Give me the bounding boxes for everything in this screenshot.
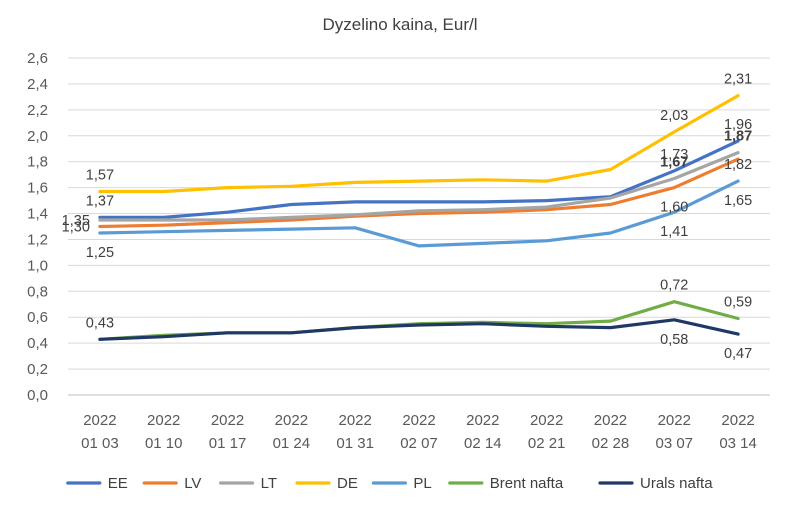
legend-label: Brent nafta [490, 475, 564, 492]
x-tick-year: 2022 [402, 412, 435, 429]
chart-title: Dyzelino kaina, Eur/l [323, 15, 478, 34]
x-tick-date: 03 07 [655, 435, 693, 452]
y-tick-label: 2,4 [27, 76, 48, 93]
legend-item-urals-nafta: Urals nafta [598, 475, 713, 492]
legend-item-brent-nafta: Brent nafta [448, 475, 564, 492]
y-tick-label: 0,8 [27, 283, 48, 300]
x-tick-label: 2022 01 17 [209, 412, 247, 452]
x-tick-year: 2022 [83, 412, 116, 429]
data-label: 1,60 [660, 200, 688, 216]
gridlines [68, 57, 770, 396]
x-tick-date: 02 07 [400, 435, 438, 452]
data-label: 1,35 [62, 213, 90, 229]
y-tick-label: 2,6 [27, 50, 48, 67]
x-tick-label: 2022 03 14 [719, 412, 757, 452]
x-tick-date: 01 17 [209, 435, 247, 452]
y-tick-label: 0,2 [27, 361, 48, 378]
data-label: 1,67 [660, 155, 688, 171]
series-line-urals-nafta [98, 318, 740, 341]
legend: EE LV LT DE PL Brent nafta Urals nafta [66, 475, 713, 492]
data-label: 0,58 [660, 332, 688, 348]
x-tick-year: 2022 [530, 412, 563, 429]
y-tick-label: 1,6 [27, 180, 48, 197]
y-tick-label: 1,2 [27, 231, 48, 248]
x-tick-date: 02 14 [464, 435, 502, 452]
x-tick-label: 2022 01 10 [145, 412, 183, 452]
y-tick-label: 1,4 [27, 206, 48, 223]
x-tick-label: 2022 03 07 [655, 412, 693, 452]
data-label: 1,25 [86, 245, 114, 261]
data-label: 2,03 [660, 108, 688, 124]
data-label: 0,43 [86, 315, 114, 331]
data-label: 1,57 [86, 168, 114, 184]
legend-item-lv: LV [142, 475, 201, 492]
series-lines [98, 93, 740, 341]
x-tick-year: 2022 [658, 412, 691, 429]
x-tick-date: 02 21 [528, 435, 566, 452]
legend-item-ee: EE [66, 475, 128, 492]
x-tick-label: 2022 02 21 [528, 412, 566, 452]
x-tick-date: 01 03 [81, 435, 119, 452]
x-tick-year: 2022 [211, 412, 244, 429]
x-tick-label: 2022 02 14 [464, 412, 502, 452]
y-tick-label: 1,8 [27, 154, 48, 171]
legend-label: EE [108, 475, 128, 492]
x-tick-label: 2022 02 28 [592, 412, 630, 452]
series-line-de [98, 93, 740, 194]
legend-item-de: DE [295, 475, 358, 492]
x-tick-date: 03 14 [719, 435, 757, 452]
data-label: 1,65 [724, 193, 752, 209]
x-tick-label: 2022 01 24 [273, 412, 311, 452]
legend-label: LV [184, 475, 201, 492]
x-tick-date: 01 24 [273, 435, 311, 452]
x-tick-date: 01 31 [336, 435, 374, 452]
series-line-ee [98, 139, 740, 219]
x-tick-label: 2022 01 31 [336, 412, 374, 452]
y-tick-label: 1,0 [27, 257, 48, 274]
legend-item-pl: PL [371, 475, 432, 492]
legend-label: DE [337, 475, 358, 492]
legend-item-lt: LT [219, 475, 277, 492]
data-label: 1,41 [660, 224, 688, 240]
data-label: 1,96 [724, 117, 752, 133]
legend-label: LT [261, 475, 277, 492]
data-label: 0,47 [724, 346, 752, 362]
y-tick-label: 2,2 [27, 102, 48, 119]
x-tick-year: 2022 [338, 412, 371, 429]
series-line-lt [98, 151, 740, 222]
x-tick-year: 2022 [466, 412, 499, 429]
y-tick-label: 0,0 [27, 387, 48, 404]
x-tick-year: 2022 [275, 412, 308, 429]
data-label: 0,59 [724, 295, 752, 311]
data-label: 1,30 [62, 220, 90, 236]
series-line-pl [98, 179, 740, 248]
data-label: 1,82 [724, 157, 752, 173]
x-tick-date: 02 28 [592, 435, 630, 452]
legend-label: PL [413, 475, 431, 492]
y-tick-label: 0,4 [27, 335, 48, 352]
series-line-lv [98, 157, 740, 229]
data-labels: 1,57 1,37 1,351,30 1,25 0,43 2,03 1,731,67 1,60… [62, 72, 753, 362]
data-label: 2,31 [724, 72, 752, 88]
y-tick-label: 2,0 [27, 128, 48, 145]
data-label: 0,72 [660, 278, 688, 294]
x-tick-date: 01 10 [145, 435, 183, 452]
x-tick-year: 2022 [721, 412, 754, 429]
legend-label: Urals nafta [640, 475, 713, 492]
data-label: 1,37 [86, 193, 114, 209]
x-tick-year: 2022 [594, 412, 627, 429]
x-tick-label: 2022 02 07 [400, 412, 438, 452]
data-label: 1,87 [724, 129, 752, 145]
y-tick-label: 0,6 [27, 309, 48, 326]
x-tick-year: 2022 [147, 412, 180, 429]
data-label: 1,73 [660, 147, 688, 163]
y-axis-ticks: 0,0 0,2 0,4 0,6 0,8 1,0 1,2 1,4 1,6 1,8 2,0 2,2 2,4 2… [27, 50, 48, 404]
x-tick-label: 2022 01 03 [81, 412, 119, 452]
